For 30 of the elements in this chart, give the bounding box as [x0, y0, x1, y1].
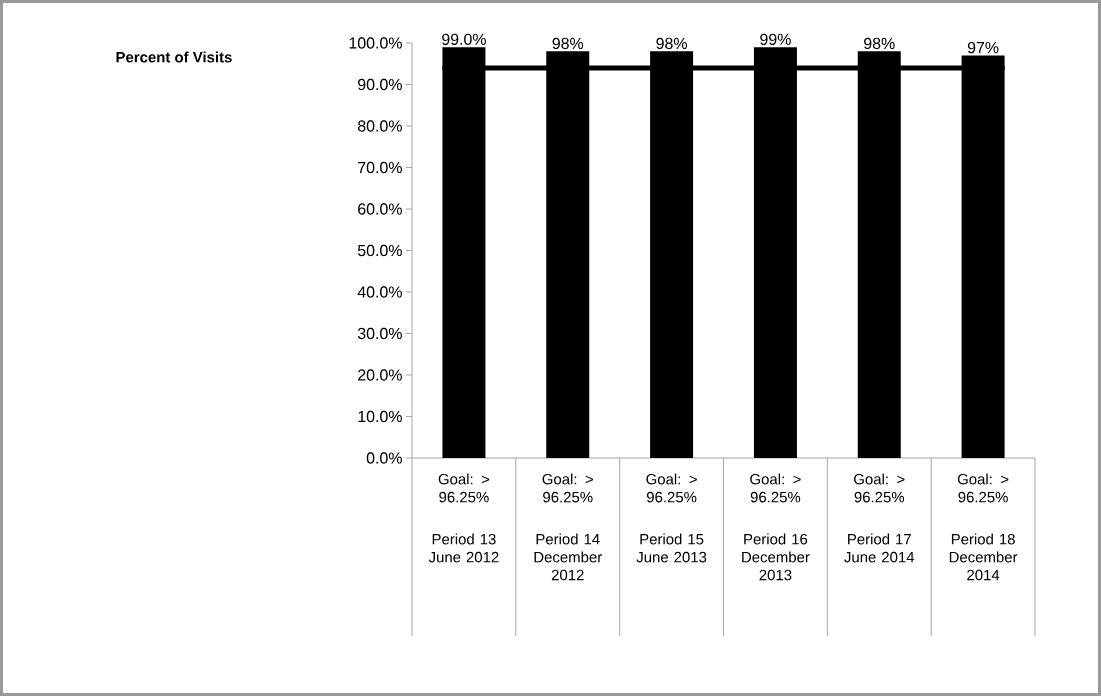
text: Goal: > 96.25%	[957, 473, 1009, 503]
text: Goal: > 96.25%	[750, 473, 801, 503]
y-tick-label: 30.0%	[357, 327, 402, 340]
y-tick-label: 80.0%	[357, 120, 402, 132]
data-label: 99.0%	[442, 33, 486, 45]
y-tick-label: 20.0%	[358, 369, 402, 381]
x-tick-label: Period 14 December 2012	[534, 533, 602, 581]
x-tick-label: Period 16 December 2013	[742, 533, 810, 581]
x-tick-label: Period 15 June 2013	[636, 533, 707, 563]
y-tick-label: 60.0%	[358, 203, 402, 215]
text: Goal: > 96.25%	[646, 473, 697, 503]
y-tick-label: 100.0%	[349, 37, 402, 49]
data-label: 98%	[552, 37, 584, 50]
x-tick-label: Period 13 June 2012	[428, 533, 499, 563]
data-label: 97%	[967, 41, 999, 54]
x-tick-label: Period 17 June 2014	[844, 533, 915, 563]
text: Goal: > 96.25%	[854, 473, 905, 503]
y-tick-label: 10.0%	[358, 410, 402, 423]
y-tick-label: 0.0%	[366, 452, 402, 464]
data-label: 98%	[864, 37, 895, 50]
data-label: 98%	[656, 37, 687, 50]
text: Percent of Visits	[116, 51, 232, 63]
text: Goal: > 96.25%	[542, 473, 593, 503]
x-tick-label: Period 18 December 2014	[949, 533, 1018, 581]
text: Goal: > 96.25%	[438, 473, 490, 503]
y-tick-label: 40.0%	[357, 286, 402, 298]
data-label: 99%	[760, 33, 791, 45]
y-tick-label: 50.0%	[357, 244, 402, 257]
y-tick-label: 90.0%	[358, 78, 402, 91]
y-tick-label: 70.0%	[358, 161, 402, 174]
